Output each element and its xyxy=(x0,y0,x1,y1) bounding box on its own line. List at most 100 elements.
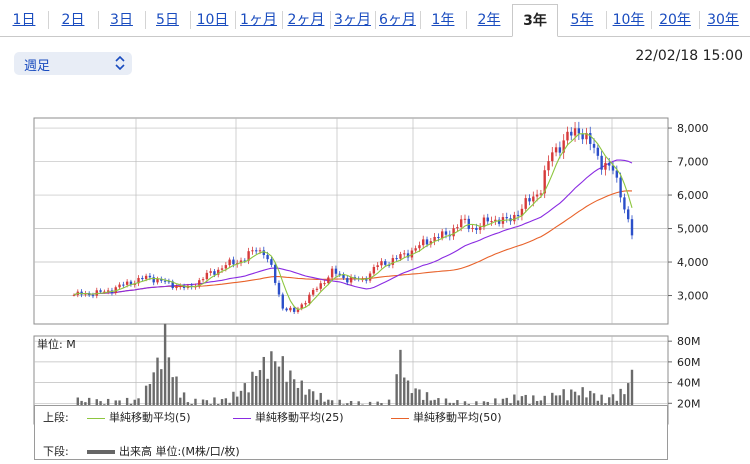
candle-body xyxy=(346,278,349,283)
candle-body xyxy=(403,253,406,255)
tab-7[interactable]: 2ヶ月 xyxy=(287,12,325,28)
candle-body xyxy=(463,218,467,220)
candle-body xyxy=(198,280,201,287)
candle-body xyxy=(205,272,209,280)
price-plot-frame xyxy=(33,117,669,325)
candle-body xyxy=(406,253,410,258)
candle-body xyxy=(266,255,269,260)
candle-body xyxy=(281,294,284,309)
candle-body xyxy=(365,279,368,281)
candle-body xyxy=(384,261,387,265)
volume-bar xyxy=(262,356,265,424)
volume-bar xyxy=(167,357,171,424)
candle-body xyxy=(201,279,205,281)
chart-period-select[interactable]: 週足 xyxy=(14,52,132,75)
legend-ma50-swatch xyxy=(391,417,409,419)
candle-body xyxy=(494,219,497,222)
candle-body xyxy=(391,258,395,265)
candle-body xyxy=(285,308,288,311)
candle-body xyxy=(585,133,588,140)
volume-bar xyxy=(251,371,254,424)
tab-5[interactable]: 10日 xyxy=(196,12,229,28)
candle-body xyxy=(247,251,250,261)
volume-tick-label: 20M xyxy=(677,397,701,410)
candle-body xyxy=(433,236,436,242)
tab-9[interactable]: 6ヶ月 xyxy=(379,12,416,28)
candle-body xyxy=(524,198,527,209)
candle-body xyxy=(399,254,402,259)
tab-16[interactable]: 30年 xyxy=(707,12,739,28)
tab-11[interactable]: 2年 xyxy=(477,12,501,28)
candle-body xyxy=(118,284,121,288)
candle-body xyxy=(262,250,265,256)
candle-body xyxy=(141,277,144,280)
volume-bar xyxy=(152,372,155,424)
candle-body xyxy=(604,162,607,170)
candle-body xyxy=(520,208,524,216)
candle-body xyxy=(304,303,307,305)
candle-body xyxy=(308,294,311,304)
tab-12[interactable]: 3年 xyxy=(512,4,558,37)
candle-body xyxy=(106,290,110,292)
tab-6[interactable]: 1ヶ月 xyxy=(240,12,277,28)
candle-body xyxy=(627,209,630,220)
candle-body xyxy=(239,260,243,264)
candle-body xyxy=(459,219,463,228)
candle-body xyxy=(103,291,106,293)
candle-body xyxy=(80,291,83,295)
candle-body xyxy=(505,217,508,219)
tab-8[interactable]: 3ヶ月 xyxy=(334,12,371,28)
volume-bar xyxy=(300,380,303,424)
candle-body xyxy=(289,307,292,311)
tab-4[interactable]: 5日 xyxy=(156,12,179,28)
tab-separator xyxy=(651,11,652,29)
candle-body xyxy=(330,268,334,278)
candle-body xyxy=(270,259,273,265)
price-tick-label: 5,000 xyxy=(677,223,709,236)
price-tick-label: 7,000 xyxy=(677,156,709,169)
candle-body xyxy=(395,258,398,260)
tab-separator xyxy=(606,11,607,29)
candle-body xyxy=(277,282,281,295)
candle-body xyxy=(137,277,140,284)
tab-10[interactable]: 1年 xyxy=(431,12,455,28)
candle-body xyxy=(425,239,429,245)
candle-body xyxy=(152,277,155,283)
candle-body xyxy=(156,278,159,283)
candle-body xyxy=(95,290,98,296)
tab-3[interactable]: 3日 xyxy=(110,12,133,28)
candle-body xyxy=(562,140,565,153)
legend-ma50-label: 単純移動平均(50) xyxy=(413,411,502,424)
tab-separator xyxy=(282,11,283,29)
legend-volume-label: 出来高 単位:(M株/口/枚) xyxy=(119,445,240,458)
tab-2[interactable]: 2日 xyxy=(61,12,85,28)
stock-chart: 3,000 4,000 5,000 6,000 7,000 8,000 20M 40M 60M 8… xyxy=(33,117,709,440)
candle-body xyxy=(91,295,95,297)
candle-body xyxy=(551,152,554,162)
volume-bar xyxy=(255,375,258,424)
candle-body xyxy=(182,286,186,288)
volume-bar xyxy=(156,357,159,424)
volume-bar xyxy=(630,369,634,424)
candle-body xyxy=(125,281,129,285)
volume-bar xyxy=(403,377,406,424)
tab-separator xyxy=(466,11,467,29)
tab-14[interactable]: 10年 xyxy=(612,12,645,28)
candle-body xyxy=(532,196,535,202)
volume-bar xyxy=(399,349,402,424)
ma25-line xyxy=(73,159,633,296)
tab-13[interactable]: 5年 xyxy=(570,12,594,28)
candle-body xyxy=(437,236,440,238)
tab-1[interactable]: 1日 xyxy=(12,12,36,28)
candle-body xyxy=(486,217,489,222)
candle-body xyxy=(342,274,345,279)
volume-bar xyxy=(266,378,269,424)
candle-body xyxy=(497,219,501,224)
candle-body xyxy=(300,304,303,309)
candle-body xyxy=(251,250,254,252)
candle-body xyxy=(338,273,341,275)
candle-body xyxy=(429,241,433,245)
volume-bar xyxy=(292,379,296,424)
tab-15[interactable]: 20年 xyxy=(659,12,691,28)
tab-separator xyxy=(235,11,236,29)
